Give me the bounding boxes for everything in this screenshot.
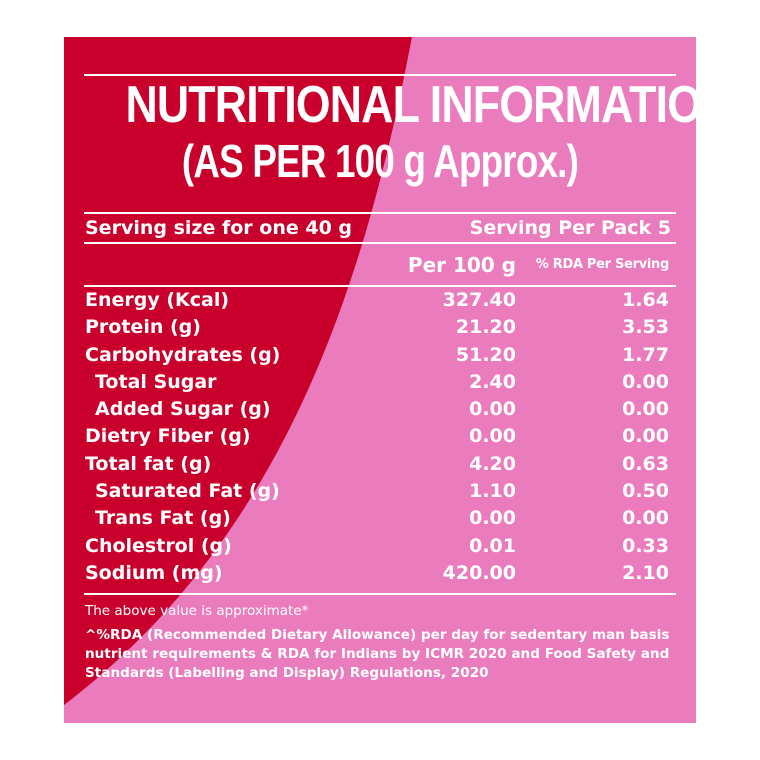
rda-value: 3.53: [622, 316, 669, 339]
table-row: Trans Fat (g) 0.00 0.00: [64, 505, 696, 532]
per100-value: 327.40: [442, 289, 516, 311]
serving-per-pack: Serving Per Pack 5: [469, 217, 671, 239]
per100-value: 0.00: [469, 507, 516, 530]
column-header-rda: % RDA Per Serving: [535, 257, 670, 272]
table-row: Carbohydrates (g) 51.20 1.77: [64, 342, 696, 369]
table-row: Sodium (mg) 420.00 2.10: [64, 560, 696, 587]
serving-size: Serving size for one 40 g: [85, 217, 353, 239]
top-rule: [84, 74, 676, 76]
nutrient-label: Sodium (mg): [85, 561, 223, 584]
serving-divider: [84, 242, 676, 244]
rda-value: 0.33: [622, 534, 669, 557]
per100-value: 0.00: [469, 425, 516, 448]
nutrient-table: Energy (Kcal) 327.40 1.64 Protein (g) 21…: [64, 287, 696, 587]
nutrient-label: Carbohydrates (g): [85, 343, 281, 366]
nutrient-label: Total Sugar: [95, 370, 217, 393]
per100-value: 4.20: [469, 452, 516, 475]
footer-divider: [84, 593, 676, 595]
rda-value: 0.50: [622, 480, 669, 503]
nutrition-panel: NUTRITIONAL INFORMATION (AS PER 100 g Ap…: [64, 37, 696, 723]
rda-value: 1.77: [622, 343, 669, 366]
table-row: Saturated Fat (g) 1.10 0.50: [64, 478, 696, 505]
per100-value: 0.01: [469, 534, 516, 557]
nutrient-label: Cholestrol (g): [85, 534, 232, 557]
per100-value: 21.20: [455, 316, 516, 339]
table-row: Dietry Fiber (g) 0.00 0.00: [64, 423, 696, 450]
per100-value: 51.20: [455, 343, 516, 366]
table-row: Total Sugar 2.40 0.00: [64, 369, 696, 396]
per100-value: 2.40: [469, 370, 516, 393]
approx-footnote: The above value is approximate*: [85, 603, 309, 619]
rda-value: 0.63: [622, 452, 669, 475]
table-row: Added Sugar (g) 0.00 0.00: [64, 396, 696, 423]
nutrient-label: Trans Fat (g): [95, 507, 231, 530]
table-row: Protein (g) 21.20 3.53: [64, 314, 696, 341]
rda-value: 0.00: [622, 398, 669, 421]
rda-value: 2.10: [622, 561, 669, 584]
table-row: Energy (Kcal) 327.40 1.64: [64, 287, 696, 314]
nutrient-label: Saturated Fat (g): [95, 480, 280, 503]
column-header-per100: Per 100 g: [407, 253, 516, 277]
rda-value: 1.64: [622, 289, 669, 311]
per100-value: 1.10: [469, 480, 516, 503]
rda-value: 0.00: [622, 425, 669, 448]
nutrient-label: Protein (g): [85, 316, 201, 339]
nutrient-label: Energy (Kcal): [85, 289, 230, 311]
per100-value: 420.00: [442, 561, 516, 584]
nutrient-label: Added Sugar (g): [95, 398, 271, 421]
rda-value: 0.00: [622, 370, 669, 393]
rda-value: 0.00: [622, 507, 669, 530]
title-divider: [84, 212, 676, 214]
table-row: Cholestrol (g) 0.01 0.33: [64, 533, 696, 560]
per100-value: 0.00: [469, 398, 516, 421]
panel-subtitle: (AS PER 100 g Approx.): [181, 135, 579, 187]
table-row: Total fat (g) 4.20 0.63: [64, 451, 696, 478]
nutrient-label: Dietry Fiber (g): [85, 425, 251, 448]
header-divider: [84, 285, 676, 287]
background-swoosh: [64, 37, 696, 723]
panel-title: NUTRITIONAL INFORMATION: [125, 76, 696, 134]
rda-footnote: ^%RDA (Recommended Dietary Allowance) pe…: [85, 627, 670, 681]
nutrient-label: Total fat (g): [85, 452, 212, 475]
